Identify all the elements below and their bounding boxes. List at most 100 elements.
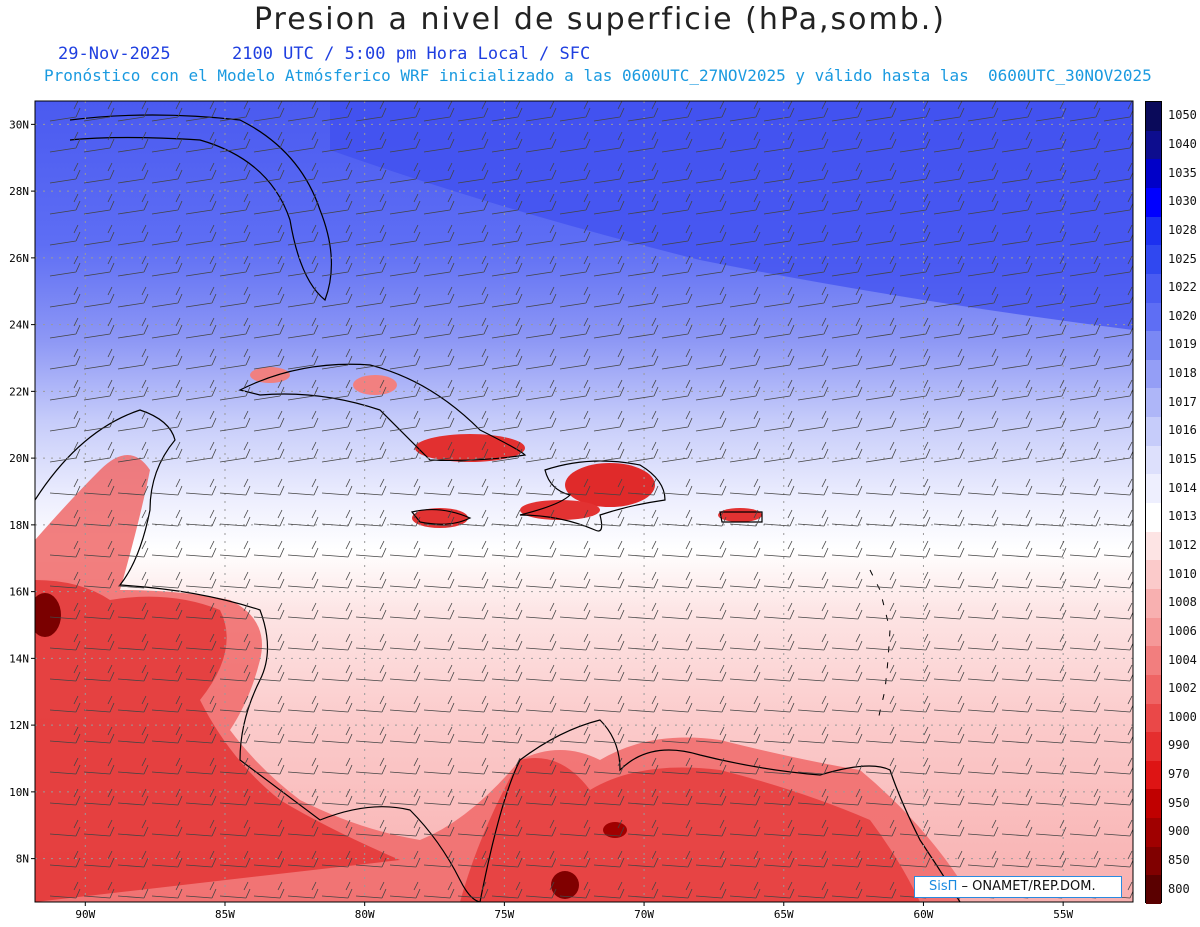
- wind-barb: [389, 410, 421, 432]
- wind-barb: [1103, 602, 1133, 620]
- wind-barb: [151, 757, 183, 775]
- wind-barb: [695, 255, 727, 277]
- wind-barb: [729, 224, 761, 246]
- wind-barb: [1035, 757, 1067, 775]
- wind-barb: [1001, 850, 1033, 868]
- wind-barb: [967, 101, 999, 122]
- wind-barb: [49, 101, 81, 122]
- legend-swatch: [1146, 159, 1161, 189]
- wind-barb: [491, 193, 523, 215]
- wind-barb: [627, 509, 659, 527]
- wind-barb: [253, 255, 285, 277]
- wind-barb: [185, 695, 217, 713]
- wind-barb: [831, 348, 863, 370]
- wind-barb: [797, 540, 829, 558]
- wind-barb: [831, 162, 863, 184]
- lon-label: 85W: [215, 908, 235, 921]
- wind-barb: [797, 131, 829, 153]
- wind-barb: [865, 881, 897, 899]
- wind-barb: [49, 881, 81, 899]
- wind-barb: [933, 255, 965, 277]
- wind-barb: [695, 695, 727, 713]
- wind-barb: [797, 788, 829, 806]
- wind-barb: [763, 695, 795, 713]
- wind-barb: [151, 317, 183, 339]
- wind-barb: [457, 602, 489, 620]
- wind-barb: [831, 602, 863, 620]
- wind-barb: [763, 348, 795, 370]
- wind-barb: [593, 695, 625, 713]
- wind-barb: [253, 509, 285, 527]
- wind-barb: [423, 101, 455, 122]
- wind-barb: [729, 441, 761, 463]
- wind-barb: [423, 664, 455, 682]
- wind-barb: [389, 881, 421, 899]
- wind-barb: [797, 478, 829, 496]
- wind-barb: [1035, 571, 1067, 589]
- legend-swatch: [1146, 359, 1161, 389]
- coastline-southamerica: [479, 719, 961, 902]
- wind-barb: [83, 695, 115, 713]
- wind-barb: [593, 286, 625, 308]
- wind-barb: [627, 162, 659, 184]
- wind-barb: [457, 441, 489, 463]
- wind-barb: [933, 379, 965, 401]
- wind-barb: [83, 478, 115, 496]
- wind-barb: [457, 478, 489, 496]
- cuba-low: [415, 434, 525, 462]
- wind-barb: [49, 850, 81, 868]
- legend-level-label: 970: [1168, 767, 1190, 782]
- wind-barb: [627, 757, 659, 775]
- wind-barb: [1035, 819, 1067, 837]
- wind-barb: [219, 540, 251, 558]
- wind-barb: [253, 441, 285, 463]
- wind-barb: [185, 131, 217, 153]
- wind-barb: [1001, 602, 1033, 620]
- wind-barb: [695, 379, 727, 401]
- wind-barb: [49, 726, 81, 744]
- wind-barb: [1001, 757, 1033, 775]
- wind-barb: [695, 162, 727, 184]
- wind-barb: [117, 441, 149, 463]
- wind-barb: [525, 410, 557, 432]
- wind-barb: [627, 633, 659, 651]
- wind-barb: [287, 348, 319, 370]
- wind-barb: [253, 850, 285, 868]
- wind-barb: [729, 317, 761, 339]
- wind-barb: [627, 379, 659, 401]
- wind-barb: [253, 571, 285, 589]
- wind-barb: [763, 850, 795, 868]
- wind-barb: [559, 509, 591, 527]
- wind-barb: [423, 224, 455, 246]
- wind-barb: [559, 633, 591, 651]
- legend-level-label: 1013: [1168, 509, 1197, 524]
- wind-barb: [355, 695, 387, 713]
- wind-barb: [865, 410, 897, 432]
- wind-barb: [219, 224, 251, 246]
- wind-barb: [763, 633, 795, 651]
- wind-barb: [831, 540, 863, 558]
- wind-barb: [389, 317, 421, 339]
- wind-barb: [1069, 286, 1101, 308]
- wind-barb: [661, 571, 693, 589]
- legend-swatch: [1146, 789, 1161, 819]
- lat-label: 30N: [9, 118, 29, 131]
- deep-low-honduras: [35, 593, 61, 637]
- wind-barb: [525, 850, 557, 868]
- wind-barb: [967, 193, 999, 215]
- wind-barb: [423, 540, 455, 558]
- wind-barb: [253, 602, 285, 620]
- legend-swatch: [1146, 302, 1161, 332]
- wind-barb: [627, 101, 659, 122]
- wind-barb: [525, 788, 557, 806]
- wind-barb: [151, 695, 183, 713]
- wind-barb: [729, 131, 761, 153]
- wind-barb: [83, 193, 115, 215]
- wind-barb: [355, 162, 387, 184]
- wind-barb: [49, 286, 81, 308]
- wind-barb: [491, 571, 523, 589]
- wind-barb: [253, 757, 285, 775]
- legend-swatch: [1146, 331, 1161, 361]
- wind-barb: [865, 224, 897, 246]
- legend-level-label: 1014: [1168, 480, 1197, 495]
